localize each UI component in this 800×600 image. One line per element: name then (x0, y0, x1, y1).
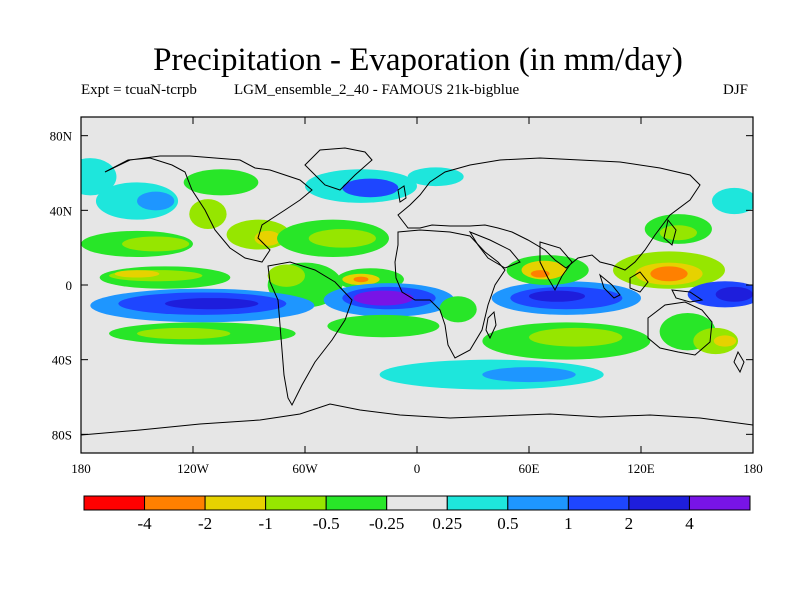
x-tick-label: 180 (71, 461, 91, 476)
colorbar-bin (204, 495, 267, 511)
x-tick-label: 120W (177, 461, 210, 476)
region-atlantic-itcz-driest (353, 276, 369, 283)
colorbar-label: 0.25 (432, 514, 462, 533)
colorbar-label: -4 (137, 514, 152, 533)
region-south-pacific-dry-band-core (137, 327, 231, 340)
coastline-borneo (629, 271, 649, 293)
x-tick-label: 60W (292, 461, 318, 476)
x-tick-label: 0 (414, 461, 421, 476)
coastline-south-america (267, 261, 353, 407)
coastline-uk (397, 185, 407, 203)
colorbar-bin (567, 495, 630, 511)
colorbar-bin (628, 495, 690, 511)
coastlines (81, 147, 753, 436)
region-canada-dry (183, 169, 259, 196)
colorbar-label: -0.5 (313, 514, 340, 533)
colorbar-label: -1 (259, 514, 273, 533)
coastline-australia (647, 301, 713, 356)
coastline-sumatra (599, 273, 621, 299)
y-tick-label: 0 (66, 278, 73, 293)
region-maritime-continent-driest (650, 266, 688, 282)
colorbar-bin (265, 495, 327, 511)
coastline-japan (663, 218, 677, 246)
coastline-new-guinea (671, 289, 704, 303)
region-northern-europe-wet (407, 167, 464, 187)
run-label: LGM_ensemble_2_40 - FAMOUS 21k-bigblue (234, 82, 520, 98)
coastline-greenland (304, 147, 373, 191)
region-northwest-pacific-wet (711, 187, 753, 215)
x-tick-label: 60E (519, 461, 540, 476)
region-south-pacific-wet-band-max (165, 298, 259, 310)
colorbar-label: 2 (625, 514, 634, 533)
map-axes: 180 120W 60W 0 60E 120E 180 80N 40N 0 40S 80S (50, 117, 763, 476)
y-tick-label: 40S (52, 353, 72, 368)
region-south-atlantic-wet-band-max (353, 290, 414, 306)
colorbar-bin (507, 495, 569, 511)
region-north-atlantic-storm-track-core (342, 178, 399, 198)
coastline-india (539, 241, 573, 292)
region-subtropical-north-pacific-drier (122, 236, 190, 252)
coastline-new-zealand (733, 350, 745, 374)
region-south-indian-ocean-drier (529, 327, 623, 347)
experiment-label: Expt = tcuaN-tcrpb (81, 82, 197, 98)
coastline-north-america (104, 155, 313, 263)
region-aleutian-low-wetter (137, 191, 175, 211)
region-north-pacific-storm-track (81, 158, 117, 196)
coastline-antarctica (81, 403, 753, 436)
coastline-eurasia (397, 157, 701, 271)
coastline-madagascar (485, 310, 497, 340)
colorbar-bin (446, 495, 509, 511)
y-tick-label: 40N (50, 203, 73, 218)
region-amazon-north-drier (267, 264, 306, 287)
colorbar-label: 0.5 (497, 514, 518, 533)
region-north-atlantic-subtropics-drier (308, 229, 376, 248)
region-southern-ocean-wet-core (482, 367, 576, 383)
season-label: DJF (723, 82, 749, 98)
coastline-arabia (468, 230, 521, 269)
x-tick-label: 180 (743, 461, 763, 476)
region-indian-ocean-wet-band-max (529, 290, 585, 302)
region-kuroshio-drier (659, 225, 697, 241)
region-south-atlantic-dry-band (327, 314, 440, 338)
region-aleutian-low-wet (95, 182, 179, 220)
colorbar-bin (325, 495, 388, 511)
x-tick-label: 120E (627, 461, 655, 476)
colorbar-bin (688, 495, 751, 511)
y-tick-label: 80S (52, 427, 72, 442)
colorbar-label: 4 (685, 514, 694, 533)
colorbar: -4 -2 -1 -0.5 -0.25 0.25 0.5 1 2 4 (83, 495, 751, 533)
region-southern-africa-dry (439, 296, 477, 323)
chart-title: Precipitation - Evaporation (in mm/day) (153, 42, 683, 78)
colorbar-bin (144, 495, 206, 511)
colorbar-label: -2 (198, 514, 212, 533)
colorbar-label: -0.25 (369, 514, 404, 533)
colorbar-label: 1 (564, 514, 573, 533)
region-east-pacific-itcz-driest (114, 270, 160, 278)
y-tick-label: 80N (50, 129, 73, 144)
region-gulf-of-mexico-drier (254, 230, 281, 246)
region-warm-pool-wet-core (715, 286, 753, 302)
region-tasman-sea-driest (713, 335, 737, 347)
pe-field (81, 158, 753, 390)
region-north-america-west-dry (189, 199, 227, 229)
colorbar-bin (83, 495, 146, 511)
colorbar-bin (386, 495, 448, 511)
